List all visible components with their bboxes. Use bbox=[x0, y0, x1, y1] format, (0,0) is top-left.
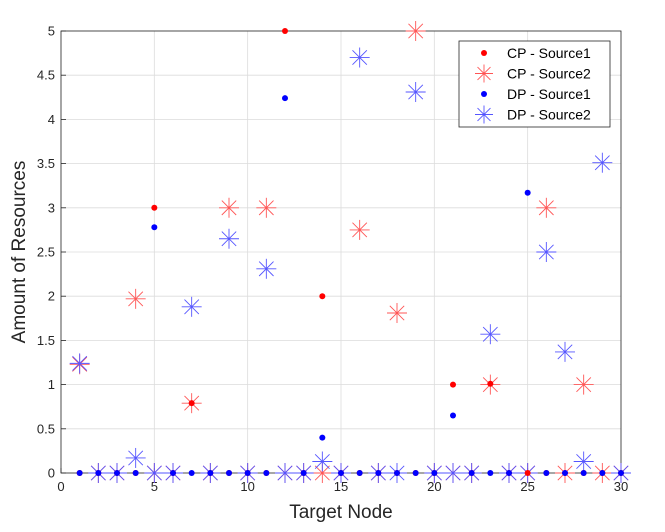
y-tick-label: 1.5 bbox=[37, 333, 55, 348]
point-dp-source2 bbox=[256, 258, 277, 279]
legend-label: DP - Source1 bbox=[507, 86, 591, 102]
x-tick-label: 20 bbox=[427, 479, 441, 494]
x-tick-label: 15 bbox=[334, 479, 348, 494]
point-dp-source1 bbox=[524, 189, 531, 196]
point-dp-source1 bbox=[132, 470, 139, 476]
point-dp-source1 bbox=[468, 470, 475, 476]
point-dp-source1 bbox=[394, 470, 400, 476]
point-cp-source2 bbox=[387, 302, 407, 323]
point-dp-source2 bbox=[536, 242, 557, 262]
point-dp-source1 bbox=[151, 224, 158, 231]
y-tick-label: 5 bbox=[48, 24, 55, 39]
legend-marker-dot bbox=[481, 91, 487, 97]
x-tick-label: 25 bbox=[520, 479, 534, 494]
point-cp-source2 bbox=[536, 197, 557, 218]
x-tick-label: 5 bbox=[151, 479, 158, 494]
point-dp-source1 bbox=[580, 470, 587, 476]
point-dp-source1 bbox=[76, 470, 83, 476]
y-tick-label: 0 bbox=[48, 466, 55, 481]
y-tick-label: 4.5 bbox=[37, 68, 55, 83]
y-tick-label: 2 bbox=[48, 289, 55, 304]
x-tick-label: 0 bbox=[57, 479, 64, 494]
point-cp-source1 bbox=[524, 470, 531, 476]
point-cp-source1 bbox=[319, 293, 326, 300]
x-tick-label: 10 bbox=[240, 479, 254, 494]
point-dp-source1 bbox=[375, 470, 382, 476]
point-cp-source1 bbox=[151, 204, 158, 211]
point-dp-source2 bbox=[181, 296, 202, 317]
legend-marker-star bbox=[475, 64, 493, 83]
point-dp-source2 bbox=[555, 341, 575, 362]
point-dp-source1 bbox=[114, 470, 120, 476]
point-dp-source2 bbox=[144, 463, 165, 483]
point-dp-source1 bbox=[618, 470, 624, 476]
x-axis-title: Target Node bbox=[289, 502, 393, 523]
point-dp-source1 bbox=[412, 470, 419, 476]
point-dp-source2 bbox=[312, 451, 333, 472]
point-dp-source1 bbox=[282, 95, 288, 102]
point-cp-source2 bbox=[405, 21, 426, 41]
point-cp-source2 bbox=[125, 288, 146, 309]
point-dp-source1 bbox=[599, 470, 606, 476]
point-dp-source1 bbox=[263, 470, 270, 476]
point-cp-source2 bbox=[256, 197, 277, 218]
legend-marker-star bbox=[475, 105, 493, 124]
y-tick-label: 2.5 bbox=[37, 245, 55, 260]
point-dp-source1 bbox=[487, 470, 494, 476]
point-dp-source2 bbox=[443, 463, 463, 483]
point-dp-source1 bbox=[450, 412, 456, 419]
point-dp-source1 bbox=[506, 470, 512, 476]
point-cp-source1 bbox=[487, 380, 494, 387]
y-tick-label: 3.5 bbox=[37, 156, 55, 171]
point-dp-source1 bbox=[226, 470, 232, 476]
y-tick-label: 3 bbox=[48, 200, 55, 215]
point-dp-source1 bbox=[338, 470, 344, 476]
point-dp-source1 bbox=[431, 470, 438, 476]
point-dp-source2 bbox=[349, 47, 370, 68]
point-dp-source1 bbox=[543, 470, 550, 476]
point-dp-source2 bbox=[405, 81, 426, 102]
y-axis-title: Amount of Resources bbox=[9, 161, 30, 344]
point-dp-source2 bbox=[125, 447, 146, 468]
point-dp-source2 bbox=[219, 228, 239, 249]
point-dp-source1 bbox=[356, 470, 363, 476]
point-cp-source1 bbox=[188, 400, 195, 407]
x-tick-label: 30 bbox=[614, 479, 628, 494]
point-dp-source2 bbox=[592, 152, 613, 173]
legend: CP - Source1 CP - Source2 DP - Source1 DP -… bbox=[458, 40, 611, 128]
legend-marker-dot bbox=[481, 50, 487, 56]
legend-label: DP - Source2 bbox=[507, 107, 591, 123]
y-tick-label: 4 bbox=[48, 112, 55, 127]
point-dp-source2 bbox=[573, 451, 594, 472]
point-cp-source1 bbox=[450, 381, 456, 388]
point-dp-source2 bbox=[275, 463, 295, 483]
legend-label: CP - Source1 bbox=[507, 45, 591, 61]
point-dp-source2 bbox=[480, 324, 501, 345]
point-cp-source2 bbox=[219, 197, 239, 218]
point-dp-source1 bbox=[188, 470, 195, 476]
point-cp-source2 bbox=[573, 374, 594, 395]
y-tick-label: 1 bbox=[48, 377, 55, 392]
point-dp-source1 bbox=[244, 470, 251, 476]
data-marks bbox=[69, 21, 631, 483]
point-dp-source1 bbox=[95, 470, 102, 476]
y-tick-label: 0.5 bbox=[37, 421, 55, 436]
ticks: 0 5 10 15 20 25 30 0 0.5 1 1.5 2 2.5 3 3.5 4 4.5 5 bbox=[37, 24, 628, 495]
point-dp-source1 bbox=[562, 470, 568, 476]
point-cp-source2 bbox=[349, 219, 370, 240]
point-dp-source2 bbox=[69, 353, 90, 374]
legend-label: CP - Source2 bbox=[507, 66, 591, 82]
point-cp-source1 bbox=[282, 28, 288, 34]
point-dp-source1 bbox=[170, 470, 176, 476]
point-dp-source1 bbox=[300, 470, 307, 476]
point-dp-source1 bbox=[319, 434, 326, 441]
point-dp-source1 bbox=[207, 470, 214, 476]
